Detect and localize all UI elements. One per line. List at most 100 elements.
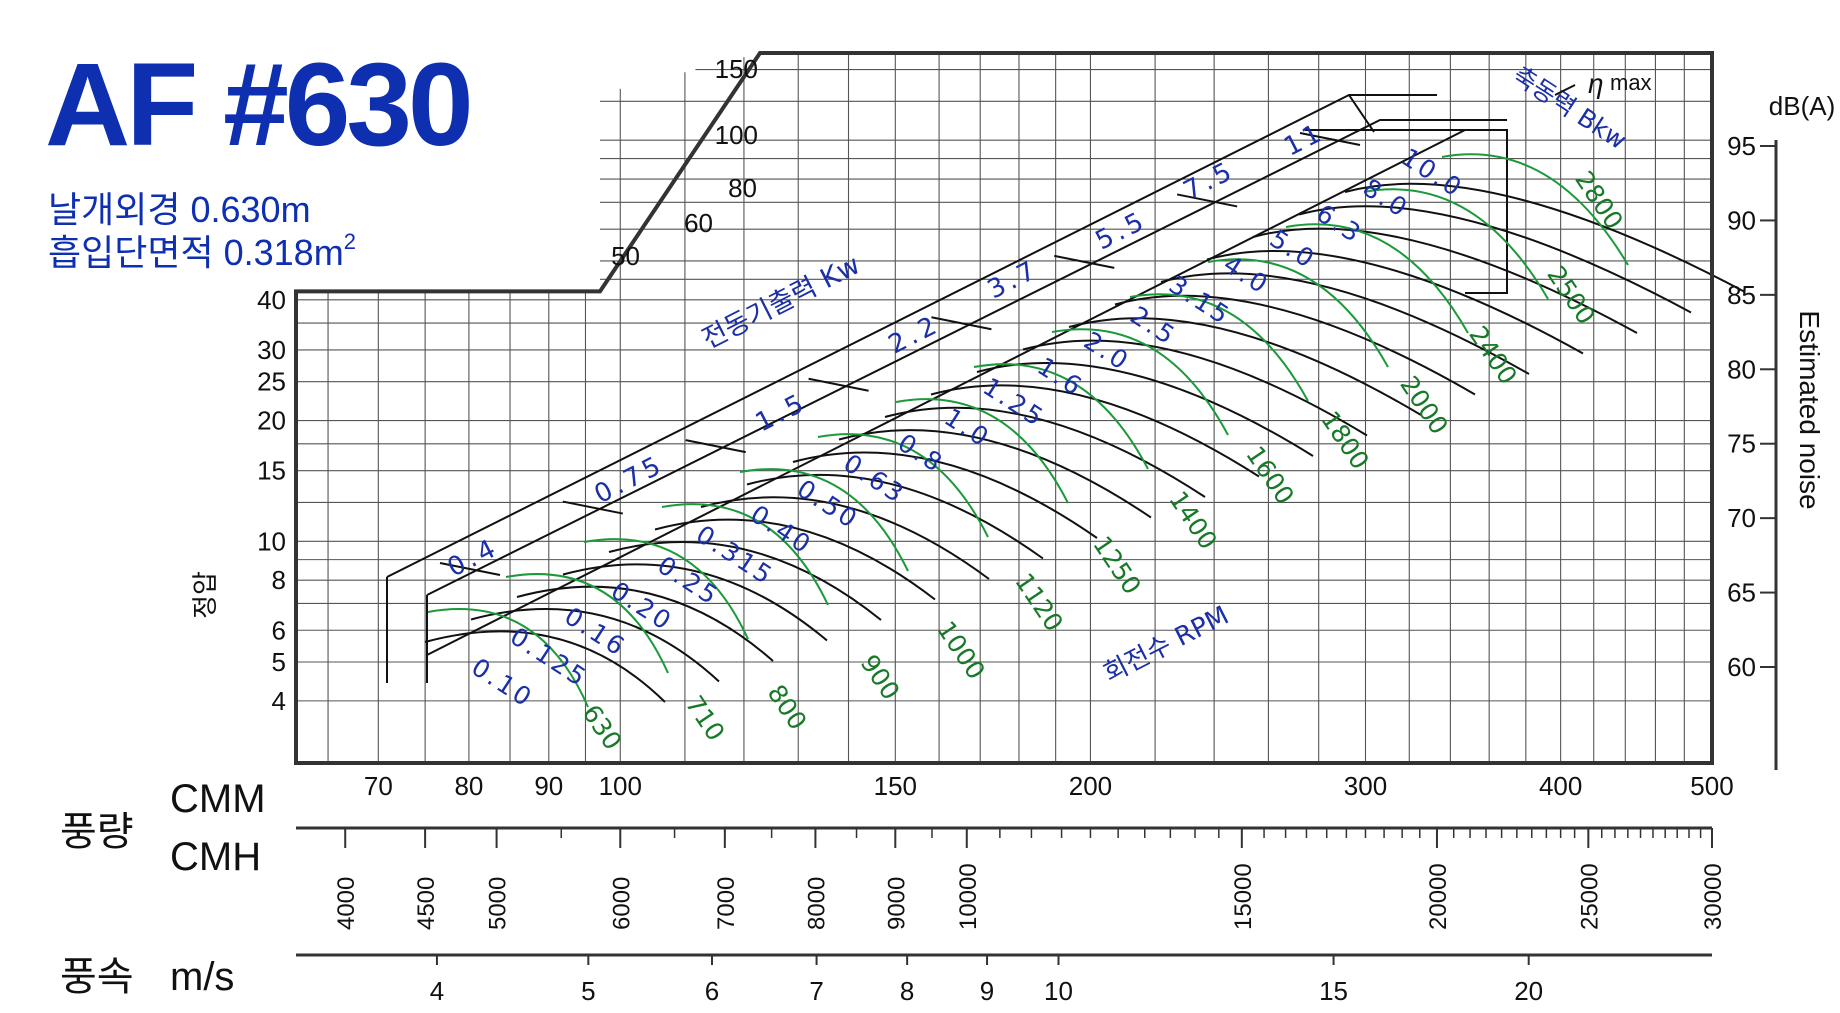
- rpm-label: 1600: [1240, 441, 1300, 510]
- y-tick-label-upper: 150: [715, 54, 758, 84]
- y-tick-label: 40: [257, 285, 286, 315]
- velocity-tick-label: 10: [1044, 976, 1073, 1006]
- shaft-power-curve: [1022, 339, 1368, 437]
- velocity-tick-label: 20: [1514, 976, 1543, 1006]
- chart-curves: [386, 94, 1746, 708]
- y-tick-label: 15: [257, 456, 286, 486]
- shaft-power-curve: [1206, 250, 1584, 355]
- y-tick-label: 4: [272, 686, 286, 716]
- shaft-power-curve: [700, 496, 990, 580]
- flow-label: 풍량: [60, 810, 134, 854]
- motor-output-label: 7.5: [1179, 155, 1240, 206]
- y-tick-label: 5: [272, 647, 286, 677]
- model-title: AF #630: [45, 39, 470, 171]
- cmh-tick-label: 5000: [485, 877, 512, 930]
- rpm-curve: [505, 573, 669, 674]
- noise-tick-label: 85: [1727, 280, 1756, 310]
- x-tick-label: 100: [599, 771, 642, 801]
- efficiency-leader: [1554, 84, 1576, 96]
- cmh-tick-label: 25000: [1576, 863, 1603, 930]
- cmh-tick-label: 8000: [803, 877, 830, 930]
- rpm-curve: [1363, 188, 1549, 300]
- shaft-power-curve: [470, 608, 720, 683]
- cmh-tick-label: 10000: [955, 863, 982, 930]
- rpm-curve: [1051, 328, 1229, 436]
- y-tick-label: 6: [272, 615, 286, 645]
- x-tick-label: 500: [1690, 771, 1733, 801]
- velocity-unit-label: m/s: [170, 955, 234, 999]
- velocity-label: 풍속: [60, 955, 134, 999]
- motor-output-divider: [1176, 193, 1238, 208]
- motor-output-divider: [808, 377, 869, 392]
- y-tick-label: 25: [257, 367, 286, 397]
- y-tick-label: 30: [257, 335, 286, 365]
- cmh-tick-label: 9000: [883, 877, 910, 930]
- velocity-tick-label: 5: [581, 976, 595, 1006]
- efficiency-symbol: η: [1588, 68, 1604, 99]
- shaft-power-curve: [654, 518, 936, 601]
- motor-output-label: 11: [1279, 117, 1329, 162]
- y-tick-label-upper: 50: [611, 241, 640, 271]
- x-tick-label: 90: [534, 771, 563, 801]
- shaft-power-curve: [424, 630, 666, 703]
- x-tick-label: 70: [364, 771, 393, 801]
- noise-tick-label: 80: [1727, 354, 1756, 384]
- shaft-power-curve: [1298, 205, 1692, 314]
- rpm-curve: [583, 538, 749, 640]
- efficiency-suffix: max: [1610, 70, 1652, 95]
- rpm-label: 900: [855, 649, 906, 705]
- velocity-tick-label: 4: [430, 976, 444, 1006]
- y-tick-label-upper: 100: [715, 120, 758, 150]
- motor-output-label: 1.5: [751, 387, 812, 438]
- y-tick-label: 20: [257, 406, 286, 436]
- operating-envelope-outer: [386, 94, 1508, 683]
- cmh-tick-label: 6000: [608, 877, 635, 930]
- rpm-curve: [427, 608, 589, 708]
- motor-output-label: 3.7: [983, 254, 1044, 305]
- shaft-power-curve: [562, 563, 828, 642]
- rpm-curve: [1129, 293, 1309, 402]
- chart-frame: [294, 51, 1714, 765]
- shaft-power-curve: [608, 541, 882, 621]
- velocity-tick-label: 8: [900, 976, 914, 1006]
- blade-diameter-spec: 날개외경 0.630m: [48, 189, 311, 230]
- y-tick-label: 8: [272, 565, 286, 595]
- motor-output-divider: [1054, 254, 1115, 269]
- x-tick-label: 300: [1344, 771, 1387, 801]
- motor-output-divider: [562, 500, 624, 515]
- velocity-tick-label: 6: [705, 976, 719, 1006]
- chart-labels: 전동기출력 Kw0.40.751.52.23.75.57.5110.100.12…: [443, 61, 1652, 756]
- inlet-area-spec: 흡입단면적 0.318m2: [48, 229, 356, 273]
- cmh-tick-label: 4000: [333, 877, 360, 930]
- rpm-curve: [739, 468, 909, 572]
- shaft-power-curve: [1252, 227, 1638, 334]
- x-tick-label: 200: [1069, 771, 1112, 801]
- rpm-label: 800: [762, 679, 813, 735]
- shaft-power-curve: [1068, 317, 1422, 416]
- y-tick-label-upper: 80: [728, 173, 757, 203]
- rpm-curve: [661, 503, 829, 606]
- cmh-tick-label: 20000: [1425, 863, 1452, 930]
- velocity-tick-label: 15: [1319, 976, 1348, 1006]
- x-tick-label: 150: [874, 771, 917, 801]
- noise-tick-label: 65: [1727, 578, 1756, 608]
- rpm-label: 2500: [1541, 261, 1601, 330]
- y-tick-label-upper: 60: [684, 208, 713, 238]
- shaft-power-curve: [1114, 294, 1476, 396]
- rpm-label: 1000: [931, 616, 991, 685]
- cmh-tick-label: 4500: [413, 877, 440, 930]
- cmh-tick-label: 15000: [1230, 863, 1257, 930]
- motor-output-label: 0.75: [590, 450, 669, 510]
- operating-envelope-inner: [426, 119, 1507, 683]
- shaft-power-curve: [1344, 182, 1746, 293]
- noise-tick-label: 60: [1727, 652, 1756, 682]
- motor-output-divider: [439, 562, 501, 576]
- cmh-tick-label: 7000: [713, 877, 740, 930]
- noise-tick-label: 95: [1727, 131, 1756, 161]
- x-tick-label: 80: [454, 771, 483, 801]
- shaft-power-curve: [516, 585, 774, 662]
- shaft-power-curve: [884, 406, 1206, 498]
- rpm-label: 1120: [1009, 568, 1069, 637]
